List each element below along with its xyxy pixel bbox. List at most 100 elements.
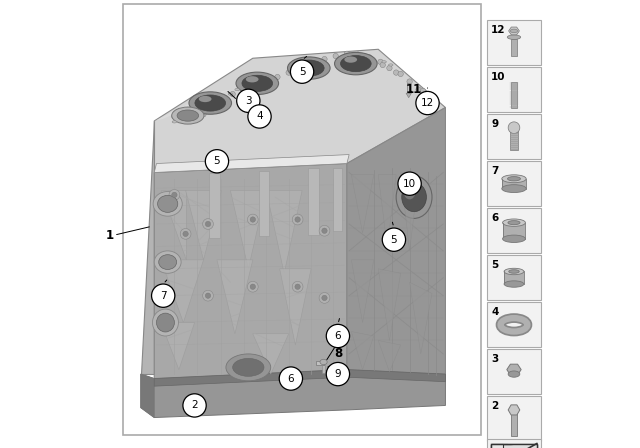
FancyBboxPatch shape [407,83,410,93]
Ellipse shape [189,92,232,114]
Circle shape [252,83,258,89]
Ellipse shape [172,121,177,123]
Circle shape [194,104,200,109]
FancyBboxPatch shape [486,302,541,347]
Polygon shape [347,108,445,374]
Circle shape [275,74,280,80]
FancyBboxPatch shape [486,114,541,159]
Text: 6: 6 [335,331,341,341]
Polygon shape [154,49,445,172]
Polygon shape [491,444,537,448]
Circle shape [508,122,520,134]
Circle shape [319,293,330,303]
Ellipse shape [508,221,520,225]
Polygon shape [378,340,401,372]
Circle shape [185,107,191,112]
Polygon shape [161,260,204,323]
Circle shape [237,89,260,112]
Circle shape [380,62,385,68]
Circle shape [344,51,349,56]
Text: 3: 3 [491,354,499,364]
Circle shape [367,55,372,60]
Ellipse shape [199,96,211,102]
Circle shape [248,281,258,292]
Ellipse shape [502,235,525,242]
Polygon shape [161,190,186,260]
Ellipse shape [335,52,377,75]
Polygon shape [230,190,266,269]
Polygon shape [280,269,311,345]
Circle shape [407,79,412,84]
Ellipse shape [404,186,415,199]
Text: 4: 4 [491,307,499,317]
Ellipse shape [396,176,432,218]
Polygon shape [141,121,154,374]
Circle shape [241,88,246,93]
Polygon shape [186,190,221,260]
Ellipse shape [156,313,174,332]
Circle shape [180,228,191,239]
Text: 5: 5 [214,156,220,166]
Polygon shape [509,27,520,35]
Circle shape [340,56,345,61]
Circle shape [322,56,327,62]
Circle shape [248,214,258,225]
Circle shape [297,65,303,71]
Text: 5: 5 [491,260,499,270]
Polygon shape [504,271,524,284]
Circle shape [295,284,300,289]
Circle shape [295,69,300,74]
Polygon shape [141,374,154,418]
Ellipse shape [228,93,233,95]
Ellipse shape [382,60,387,63]
FancyBboxPatch shape [511,411,517,436]
Ellipse shape [294,60,324,76]
FancyBboxPatch shape [511,39,516,56]
Ellipse shape [388,64,393,66]
Circle shape [216,97,222,102]
Circle shape [203,290,213,301]
Circle shape [378,59,383,65]
Polygon shape [351,175,374,233]
Ellipse shape [320,359,327,365]
Polygon shape [351,260,374,323]
Polygon shape [209,173,220,238]
Circle shape [322,295,327,301]
Circle shape [250,284,255,289]
FancyBboxPatch shape [486,255,541,300]
Circle shape [434,100,439,106]
FancyBboxPatch shape [323,365,325,373]
Circle shape [355,52,361,57]
Polygon shape [401,172,419,251]
Circle shape [308,61,314,66]
Polygon shape [141,370,445,418]
Circle shape [279,367,303,390]
Ellipse shape [246,76,259,82]
Ellipse shape [509,270,519,273]
Polygon shape [507,444,537,448]
Polygon shape [351,332,374,370]
Ellipse shape [153,191,182,216]
Text: 11: 11 [406,83,422,96]
Polygon shape [507,364,521,375]
Ellipse shape [508,177,520,181]
Ellipse shape [402,182,426,211]
Circle shape [326,362,349,386]
Circle shape [205,293,211,298]
Polygon shape [253,334,289,374]
Circle shape [292,281,303,292]
Polygon shape [378,269,401,340]
FancyBboxPatch shape [511,131,518,150]
Text: 1: 1 [106,228,113,242]
Ellipse shape [226,354,271,381]
Circle shape [398,71,403,77]
Text: 8: 8 [334,347,342,361]
Ellipse shape [242,75,273,91]
Polygon shape [491,444,502,448]
Ellipse shape [298,61,310,67]
Text: 2: 2 [491,401,499,411]
Circle shape [362,56,367,62]
FancyBboxPatch shape [486,396,541,441]
Text: 7: 7 [160,291,166,301]
Ellipse shape [157,195,178,212]
